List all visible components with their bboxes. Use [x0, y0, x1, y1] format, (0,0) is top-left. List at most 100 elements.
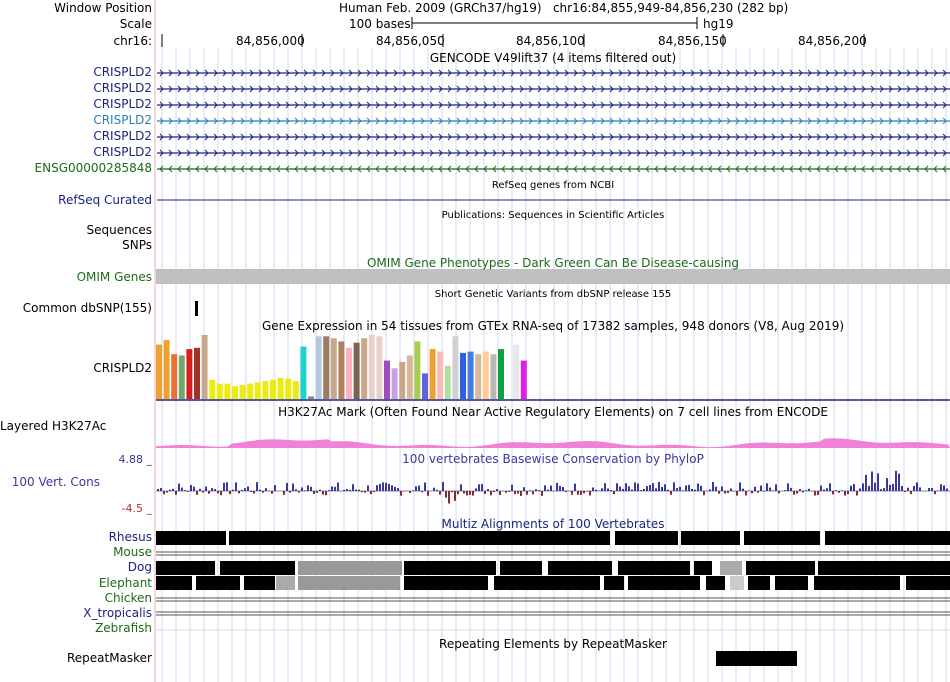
multiz-species-rhesus[interactable]: Rhesus	[108, 530, 152, 544]
phylop-bar-positive	[850, 485, 852, 491]
gtex-expression-bars[interactable]	[156, 335, 527, 399]
gencode-gene-model	[157, 69, 950, 77]
gencode-gene-models[interactable]	[157, 69, 950, 173]
gtex-tissue-bar	[338, 341, 345, 399]
phylop-bar-positive	[328, 490, 330, 491]
multiz-species-chicken[interactable]: Chicken	[104, 591, 152, 605]
phylop-bar-positive	[784, 490, 786, 491]
multiz-species-xtropicalis[interactable]: X_tropicalis	[83, 606, 152, 620]
omim-track-label[interactable]: OMIM Genes	[76, 270, 152, 284]
phylop-bar-positive	[574, 483, 576, 491]
phylop-bar-positive	[214, 489, 216, 491]
phylop-bar-negative	[370, 491, 372, 495]
gtex-tissue-bar	[406, 355, 413, 399]
phylop-bar-negative	[565, 491, 567, 493]
phylop-bar-positive	[700, 485, 702, 491]
phylop-bar-negative	[541, 491, 543, 496]
gtex-tissue-bar	[429, 349, 436, 399]
phylop-bar-negative	[457, 491, 459, 495]
conservation-track-label[interactable]: 100 Vert. Cons	[11, 475, 100, 489]
phylop-bar-positive	[712, 482, 714, 491]
multiz-species-zebrafish[interactable]: Zebrafish	[95, 621, 152, 635]
repeatmasker-track-label[interactable]: RepeatMasker	[66, 651, 152, 665]
phylop-bar-positive	[199, 488, 201, 491]
phylop-bar-positive	[661, 487, 663, 491]
alignment-block	[720, 561, 742, 575]
dbsnp-track-label[interactable]: Common dbSNP(155)	[22, 301, 152, 315]
phylop-bar-positive	[916, 482, 918, 491]
phylop-bar-negative	[229, 491, 231, 495]
gencode-gene-label[interactable]: CRISPLD2	[93, 81, 152, 95]
alignment-block	[156, 561, 215, 575]
phylop-bar-positive	[190, 485, 192, 491]
phylop-bar-positive	[556, 482, 558, 491]
phylop-bar-negative	[484, 491, 486, 494]
phylop-bar-positive	[643, 488, 645, 491]
multiz-species-dog[interactable]: Dog	[127, 560, 152, 574]
gtex-tissue-bar	[505, 354, 512, 399]
refseq-track-label[interactable]: RefSeq Curated	[58, 193, 152, 207]
phylop-bar-negative	[910, 491, 912, 495]
alignment-block	[706, 576, 725, 590]
phylop-bar-positive	[730, 488, 732, 491]
phylop-bar-positive	[826, 488, 828, 491]
gencode-gene-label[interactable]: CRISPLD2	[93, 129, 152, 143]
phylop-bar-positive	[349, 489, 351, 491]
phylop-bar-positive	[169, 489, 171, 491]
repeatmasker-element[interactable]	[716, 651, 797, 666]
phylop-bar-positive	[655, 488, 657, 491]
phylop-bar-positive	[247, 486, 249, 491]
strand-arrows	[159, 101, 947, 109]
phylop-bar-positive	[244, 488, 246, 491]
h3k27ac-signal[interactable]	[156, 438, 950, 448]
gtex-tissue-bar	[186, 349, 193, 399]
phylop-bar-positive	[691, 488, 693, 491]
phylop-bar-negative	[724, 491, 726, 494]
scale-bar-text: 100 bases	[349, 17, 411, 31]
phylop-bar-negative	[238, 491, 240, 494]
phylop-bar-negative	[505, 491, 507, 493]
phylop-conservation-bars[interactable]	[157, 470, 948, 504]
gencode-gene-label[interactable]: CRISPLD2	[93, 97, 152, 111]
phylop-bar-negative	[802, 491, 804, 493]
phylop-bar-positive	[235, 482, 237, 491]
multiz-species-mouse[interactable]: Mouse	[113, 545, 152, 559]
gtex-tissue-bar	[437, 351, 444, 399]
scale-label: Scale	[119, 17, 152, 31]
phylop-bar-positive	[667, 489, 669, 491]
multiz-alignment-blocks[interactable]	[156, 531, 950, 631]
phylop-bar-positive	[631, 489, 633, 491]
gencode-gene-model	[157, 149, 950, 157]
phylop-bar-negative	[220, 491, 222, 496]
h3k27ac-track-label[interactable]: Layered H3K27Ac	[0, 419, 107, 433]
phylop-bar-positive	[604, 483, 606, 491]
gtex-track-label[interactable]: CRISPLD2	[93, 361, 152, 375]
gencode-gene-label[interactable]: CRISPLD2	[93, 113, 152, 127]
alignment-block	[814, 576, 900, 590]
gtex-tissue-bar	[498, 349, 504, 399]
phylop-bar-positive	[460, 484, 462, 491]
phylop-bar-negative	[670, 491, 672, 495]
phylop-bar-negative	[421, 491, 423, 493]
gencode-gene-label[interactable]: CRISPLD2	[93, 145, 152, 159]
gtex-tissue-bar	[178, 355, 185, 399]
phylop-bar-positive	[766, 483, 768, 491]
gtex-tissue-bar	[376, 336, 383, 399]
gencode-gene-label[interactable]: ENSG00000285848	[34, 161, 152, 175]
sequences-track-label[interactable]: Sequences	[86, 223, 152, 237]
phylop-bar-positive	[592, 487, 594, 491]
omim-feature-block[interactable]	[156, 269, 950, 284]
dbsnp-variant-mark[interactable]	[195, 301, 198, 316]
gtex-tissue-bar	[361, 338, 368, 399]
gtex-tissue-bar	[475, 354, 482, 399]
phylop-bar-negative	[454, 491, 456, 501]
phylop-bar-positive	[835, 490, 837, 491]
alignment-block	[404, 561, 496, 575]
phylop-bar-positive	[658, 482, 660, 491]
gencode-gene-label[interactable]: CRISPLD2	[93, 65, 152, 79]
snps-track-label[interactable]: SNPs	[122, 238, 152, 252]
phylop-bar-positive	[886, 478, 888, 491]
gtex-track-title: Gene Expression in 54 tissues from GTEx …	[261, 319, 845, 333]
multiz-species-elephant[interactable]: Elephant	[98, 576, 152, 590]
